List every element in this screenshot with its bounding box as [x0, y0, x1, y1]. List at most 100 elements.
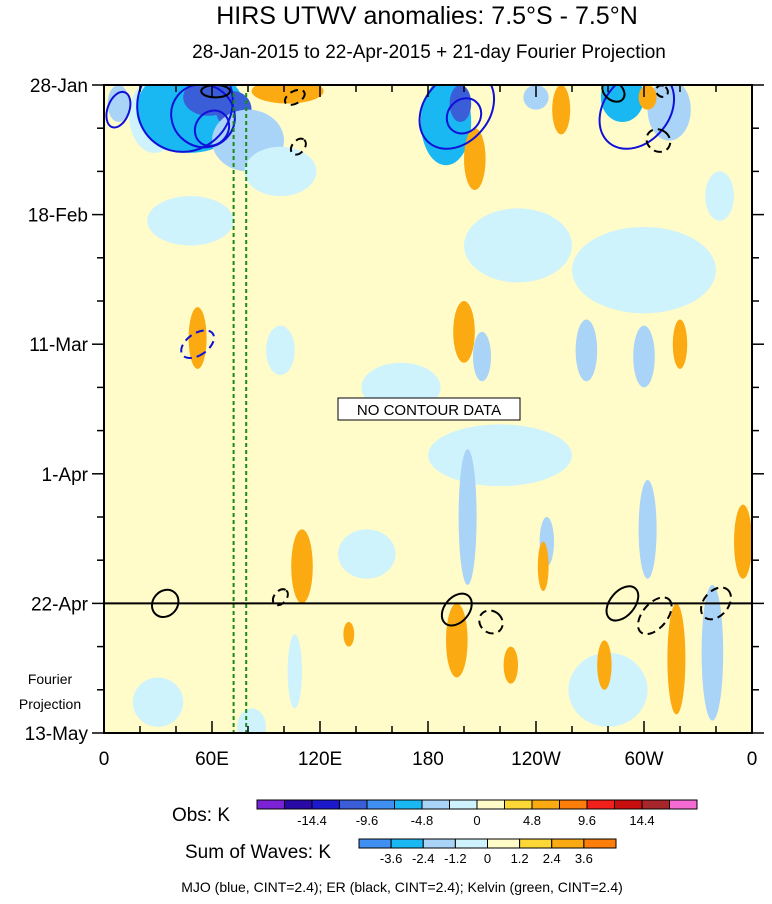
mjo-contour-2 [193, 109, 231, 147]
anomaly-blob-44 [287, 634, 302, 709]
anomaly-blob-35 [568, 652, 648, 727]
obs-tick-label-1: -9.6 [356, 813, 378, 828]
obs-colorbar: -14.4 -9.6 -4.8 0 4.8 9.6 14.4 [256, 799, 698, 828]
er-contour-18 [289, 137, 307, 156]
anomaly-blob-16 [638, 85, 657, 110]
obs-colorbar-label: Obs: K [172, 805, 230, 826]
y-tick-label-5: 13-May [25, 724, 89, 745]
er-contour-20 [655, 85, 669, 98]
obs-swatch-10 [531, 799, 560, 810]
obs-swatch-8 [476, 799, 505, 810]
anomaly-blob-38 [734, 504, 752, 579]
obs-swatch-7 [449, 799, 478, 810]
anomaly-blob-0 [107, 85, 130, 123]
y-tick-label-0: 28-Jan [30, 76, 88, 97]
anomaly-blob-20 [464, 208, 572, 283]
obs-swatch-9 [504, 799, 533, 810]
wave-tick-label-4: 1.2 [511, 851, 529, 866]
anomaly-blob-12 [523, 85, 549, 110]
anomaly-blob-25 [473, 331, 491, 382]
anomaly-blob-28 [453, 301, 475, 363]
y-tick-label-3: 1-Apr [42, 465, 89, 486]
er-contour-17 [283, 88, 306, 106]
anomaly-blob-34 [132, 677, 184, 727]
mjo-contour-1 [170, 85, 236, 149]
chart-footer: MJO (blue, CINT=2.4); ER (black, CINT=2.… [181, 879, 623, 895]
er-contour-19 [645, 128, 672, 153]
anomaly-blob-7 [251, 85, 324, 104]
anomaly-blob-32 [638, 479, 657, 579]
er-contour-14 [478, 609, 504, 635]
wave-tick-label-5: 2.4 [543, 851, 561, 866]
obs-tick-label-2: -4.8 [411, 813, 433, 828]
anomaly-blob-8 [188, 307, 207, 369]
wave-swatch-5 [519, 838, 553, 849]
obs-swatch-6 [421, 799, 450, 810]
wave-tick-label-3: 0 [484, 851, 491, 866]
anomaly-blob-15 [647, 85, 691, 141]
anomaly-blob-19 [147, 196, 234, 246]
mjo-contour-7 [180, 329, 215, 360]
anomaly-blob-10 [449, 85, 472, 123]
kelvin-contours [232, 93, 248, 733]
y-axis: 28-Jan 18-Feb 11-Mar 1-Apr 22-Apr 13-May [25, 76, 764, 745]
y-tick-label-2: 11-Mar [29, 335, 88, 356]
er-contour-12 [200, 85, 231, 99]
wave-colorbar: -3.6 -2.4 -1.2 0 1.2 2.4 3.6 [358, 838, 617, 866]
anomaly-blob-11 [464, 128, 486, 190]
er-contour-15 [637, 596, 673, 636]
anomaly-blob-33 [701, 584, 724, 721]
wave-tick-label-1: -2.4 [412, 851, 434, 866]
anomaly-blob-29 [672, 319, 688, 369]
y-tick-label-1: 18-Feb [28, 206, 88, 227]
chart-subtitle: 28-Jan-2015 to 22-Apr-2015 + 21-day Four… [192, 42, 666, 63]
er-contour-11 [601, 85, 626, 103]
anomaly-blob-23 [266, 325, 295, 376]
anomaly-blob-27 [633, 325, 655, 388]
wave-swatch-4 [487, 838, 521, 849]
wave-contours [105, 85, 732, 636]
anomaly-blob-40 [667, 603, 686, 715]
er-contour-13 [271, 588, 289, 607]
anomaly-blob-18 [572, 226, 716, 314]
wave-tick-label-0: -3.6 [380, 851, 402, 866]
anomaly-blob-6 [244, 146, 317, 197]
mjo-contour-4 [418, 85, 496, 150]
x-tick-label-0: 0 [99, 749, 110, 770]
obs-swatch-12 [586, 799, 615, 810]
anomaly-blob-26 [575, 319, 598, 382]
obs-tick-label-5: 9.6 [578, 813, 596, 828]
anomaly-blob-37 [537, 541, 549, 592]
chart-title: HIRS UTWV anomalies: 7.5°S - 7.5°N [216, 2, 638, 30]
wave-swatch-2 [422, 838, 456, 849]
x-tick-label-4: 120W [511, 749, 561, 770]
anomaly-blob-36 [291, 529, 313, 604]
anomaly-blob-42 [503, 646, 518, 684]
anomaly-field [104, 85, 752, 733]
obs-swatch-1 [284, 799, 313, 810]
x-tick-label-3: 180 [412, 749, 444, 770]
anomaly-blob-45 [237, 708, 266, 733]
obs-swatch-2 [311, 799, 340, 810]
anomaly-blob-41 [597, 640, 612, 690]
anomaly-blob-22 [338, 529, 396, 579]
obs-swatch-11 [559, 799, 588, 810]
no-contour-label: NO CONTOUR DATA [357, 402, 501, 419]
wave-tick-label-2: -1.2 [444, 851, 466, 866]
obs-swatch-14 [641, 799, 670, 810]
er-contour-10 [605, 585, 640, 622]
x-tick-label-2: 120E [298, 749, 342, 770]
wave-swatch-6 [551, 838, 585, 849]
obs-swatch-4 [366, 799, 395, 810]
anomaly-blob-43 [343, 621, 355, 647]
wave-swatch-1 [390, 838, 424, 849]
obs-tick-label-3: 0 [473, 813, 480, 828]
obs-tick-label-0: -14.4 [297, 813, 327, 828]
anomaly-blob-21 [428, 424, 572, 487]
anomaly-blob-30 [458, 449, 477, 585]
er-contour-8 [150, 588, 180, 618]
mjo-contour-0 [136, 85, 234, 153]
x-axis: 0 60E 120E 180 120W 60W 0 [99, 85, 757, 770]
obs-swatch-13 [614, 799, 643, 810]
